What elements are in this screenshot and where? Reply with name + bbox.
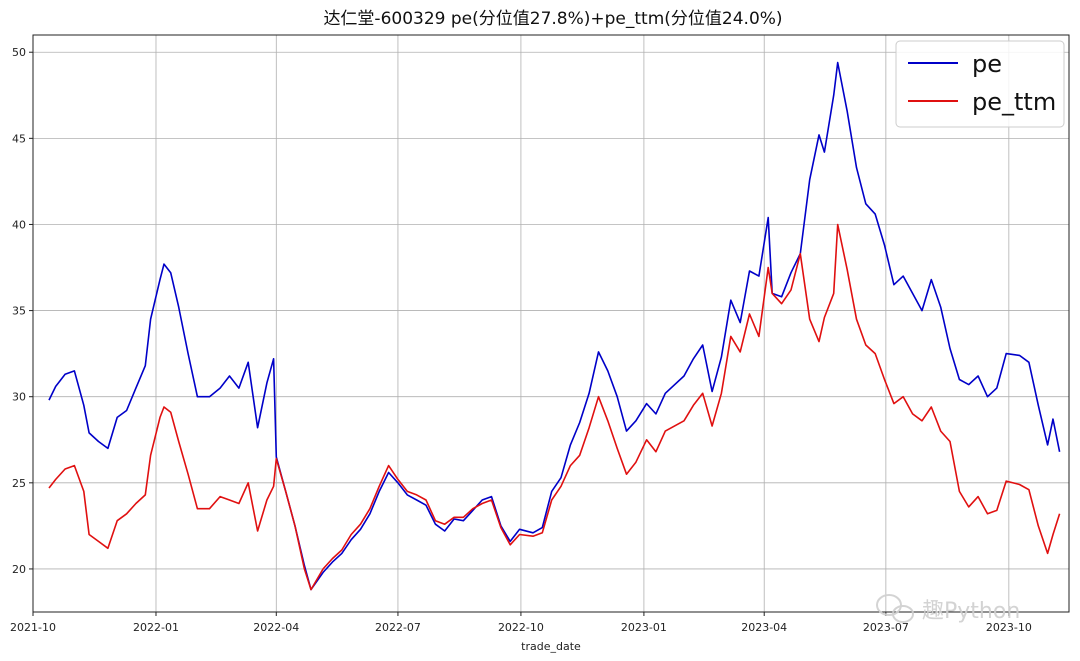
x-tick-label: 2022-04 (253, 621, 299, 634)
legend-pe-label: pe (972, 50, 1002, 78)
watermark-text: 趣Python (922, 599, 1020, 624)
y-tick-label: 45 (12, 132, 26, 145)
y-tick-label: 25 (12, 477, 26, 490)
x-tick-label: 2023-01 (621, 621, 667, 634)
y-tick-label: 20 (12, 563, 26, 576)
plot-frame (32, 34, 1070, 613)
series-line-pe-ttm (48, 223, 1061, 591)
watermark: 趣Python (876, 594, 1020, 624)
y-tick-label: 30 (12, 391, 26, 404)
y-tick-label: 40 (12, 218, 26, 231)
x-tick-label: 2023-10 (986, 621, 1032, 634)
x-tick-label: 2022-01 (133, 621, 179, 634)
x-tick-label: 2023-04 (741, 621, 787, 634)
x-tick-label: 2023-07 (863, 621, 909, 634)
plot-series (48, 61, 1061, 591)
axis-ticks: 2021-10 2022-01 2022-04 2022-07 2022-10 2023-… (10, 46, 1032, 634)
x-tick-label: 2022-07 (375, 621, 421, 634)
x-tick-label: 2022-10 (498, 621, 544, 634)
legend: pe pe_ttm (895, 40, 1065, 128)
x-axis-label: trade_date (521, 640, 581, 653)
x-tick-label: 2021-10 (10, 621, 56, 634)
chart-title: 达仁堂-600329 pe(分位值27.8%)+pe_ttm(分位值24.0%) (323, 9, 782, 29)
y-tick-label: 50 (12, 46, 26, 59)
series-line-pe (48, 61, 1061, 591)
legend-pe-ttm-label: pe_ttm (972, 88, 1056, 116)
wechat-icon (876, 594, 914, 623)
y-tick-label: 35 (12, 305, 26, 318)
